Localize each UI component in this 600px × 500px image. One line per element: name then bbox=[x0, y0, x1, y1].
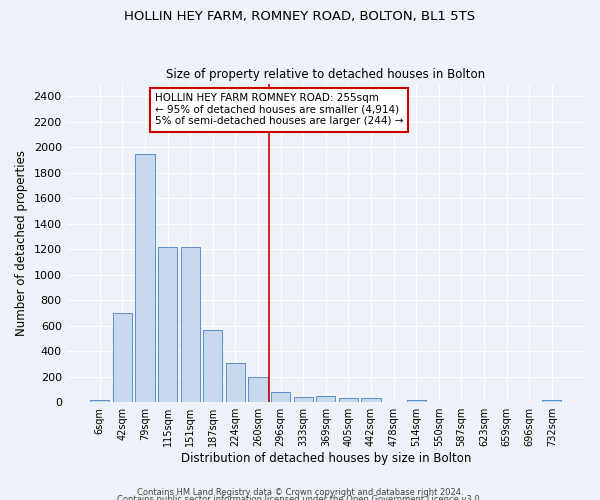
Bar bbox=[226, 362, 245, 402]
Text: HOLLIN HEY FARM, ROMNEY ROAD, BOLTON, BL1 5TS: HOLLIN HEY FARM, ROMNEY ROAD, BOLTON, BL… bbox=[124, 10, 476, 23]
Bar bbox=[316, 396, 335, 402]
Text: Contains HM Land Registry data © Crown copyright and database right 2024.: Contains HM Land Registry data © Crown c… bbox=[137, 488, 463, 497]
Text: HOLLIN HEY FARM ROMNEY ROAD: 255sqm
← 95% of detached houses are smaller (4,914): HOLLIN HEY FARM ROMNEY ROAD: 255sqm ← 95… bbox=[155, 93, 403, 126]
Bar bbox=[248, 376, 268, 402]
Bar bbox=[271, 392, 290, 402]
Title: Size of property relative to detached houses in Bolton: Size of property relative to detached ho… bbox=[166, 68, 485, 81]
Bar bbox=[181, 246, 200, 402]
Bar bbox=[339, 398, 358, 402]
Bar bbox=[136, 154, 155, 402]
X-axis label: Distribution of detached houses by size in Bolton: Distribution of detached houses by size … bbox=[181, 452, 471, 465]
Bar bbox=[407, 400, 426, 402]
Bar bbox=[361, 398, 380, 402]
Bar bbox=[293, 397, 313, 402]
Text: Contains public sector information licensed under the Open Government Licence v3: Contains public sector information licen… bbox=[118, 496, 482, 500]
Bar bbox=[113, 313, 132, 402]
Bar bbox=[158, 246, 177, 402]
Bar bbox=[90, 400, 109, 402]
Y-axis label: Number of detached properties: Number of detached properties bbox=[15, 150, 28, 336]
Bar bbox=[203, 330, 223, 402]
Bar bbox=[542, 400, 562, 402]
